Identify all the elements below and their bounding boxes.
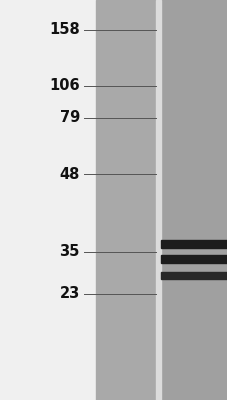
Text: 23: 23 — [59, 286, 79, 302]
Bar — [160, 255, 227, 263]
Bar — [95, 0, 155, 400]
Bar — [0, 0, 95, 400]
Text: 35: 35 — [59, 244, 79, 260]
Text: 158: 158 — [49, 22, 79, 38]
Bar — [155, 0, 160, 400]
Bar — [160, 272, 227, 279]
Bar — [160, 240, 227, 248]
Text: 106: 106 — [49, 78, 79, 94]
Bar — [160, 0, 227, 400]
Text: 48: 48 — [59, 166, 79, 182]
Text: 79: 79 — [59, 110, 79, 126]
